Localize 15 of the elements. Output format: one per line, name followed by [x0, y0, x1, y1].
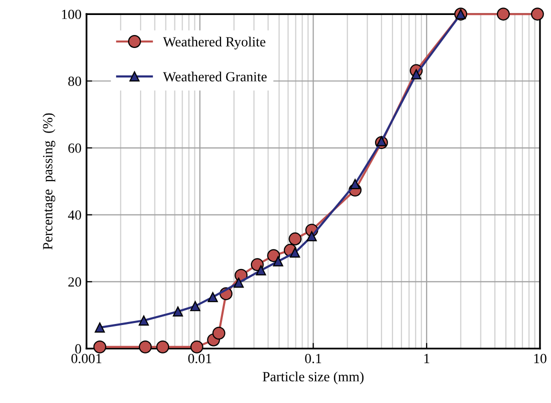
x-axis-title: Particle size (mm)	[262, 372, 364, 384]
x-tick-label: 0.001	[71, 354, 102, 364]
y-tick-label: 80	[68, 76, 82, 86]
y-tick-label: 20	[68, 277, 82, 287]
y-tick-label: 100	[62, 10, 82, 20]
legend-label: Weathered Ryolite	[162, 36, 266, 50]
y-tick-label: 0	[75, 344, 82, 354]
y-tick-label: 60	[68, 143, 82, 153]
legend-label: Weathered Granite	[162, 72, 267, 82]
y-tick-label: 40	[68, 210, 82, 220]
x-tick-label: 0.1	[305, 354, 322, 364]
x-tick-label: 1	[424, 354, 430, 364]
x-tick-label: 0.01	[188, 354, 212, 364]
x-tick-label: 10	[534, 354, 546, 364]
y-axis-title: Percentage passing (%)	[42, 113, 56, 250]
